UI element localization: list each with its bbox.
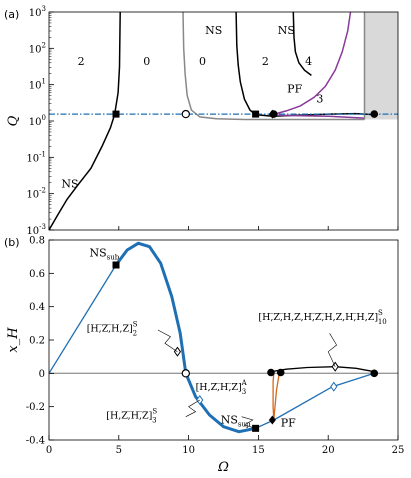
series-b-6 — [272, 373, 275, 421]
branch-label: [H,Z,̅H,̅Z]A 3 — [196, 379, 248, 396]
marker-a-circle — [370, 110, 379, 118]
marker-b-square — [252, 424, 260, 432]
y-tick-label-b: 0.4 — [29, 302, 45, 313]
region-count: 2 — [262, 55, 269, 68]
y-tick-label-b: -0.4 — [26, 436, 45, 447]
annotation-ns-sup: NSsup — [221, 413, 251, 428]
y-tick-label-a: 10-1 — [26, 150, 46, 164]
y-tick-label-a: 10-3 — [26, 223, 46, 237]
region-count: 3 — [316, 93, 323, 106]
axes-box-b — [48, 239, 399, 441]
annotation-ns: NS — [205, 24, 222, 37]
annotation-ns: NS — [61, 177, 78, 190]
panel-label-b: (b) — [4, 236, 20, 249]
marker-b-circle — [370, 369, 379, 378]
marker-b-circle — [267, 368, 275, 377]
y-tick-label-a: 103 — [29, 5, 46, 19]
x-tick-label-b: 25 — [392, 445, 405, 456]
leader-line — [241, 416, 256, 429]
y-tick-label-a: 102 — [29, 41, 46, 55]
marker-b-open-diamond — [330, 381, 338, 392]
y-tick-label-b: -0.2 — [26, 402, 45, 413]
marker-a-square — [252, 110, 260, 118]
panel-b: -0.4 -0.2 0 0.2 0.4 0.6 0.8 0 5 10 15 20 25 NSsub NSsu… — [4, 236, 404, 476]
annotation-ns-sub: NSsub — [89, 247, 119, 262]
marker-b-open-circle — [181, 369, 191, 378]
region-count: 4 — [305, 55, 312, 68]
annotation-ns: NS — [278, 24, 295, 37]
series-b-2 — [184, 372, 256, 434]
shaded-region — [364, 12, 398, 120]
y-tick-label-b: 0.2 — [29, 336, 45, 347]
y-tick-label-a: 100 — [29, 114, 46, 128]
series-b-3 — [255, 372, 375, 429]
leader-line — [327, 333, 337, 367]
marker-a-square — [112, 110, 120, 118]
series-a-4 — [272, 11, 352, 116]
series-a-5 — [272, 114, 365, 119]
panel-label-a: (a) — [4, 8, 19, 21]
x-tick-label-b: 10 — [182, 445, 195, 456]
annotation-pf: PF — [281, 417, 296, 430]
y-tick-label-b: 0.6 — [29, 269, 45, 280]
y-axis-label-a: Q — [6, 115, 21, 126]
marker-b-open-diamond — [173, 346, 182, 357]
marker-a-diamond — [268, 109, 276, 119]
x-tick-label-b: 20 — [322, 445, 335, 456]
series-b-1 — [114, 241, 188, 374]
y-tick-label-b: 0 — [39, 369, 45, 380]
x-axis-label-b: Ω — [217, 460, 229, 475]
marker-b-circle — [276, 368, 285, 377]
region-count: 0 — [143, 55, 150, 68]
leader-line — [157, 329, 178, 352]
region-count: 2 — [78, 55, 85, 68]
x-tick-label-b: 0 — [46, 445, 52, 456]
series-b-0 — [48, 264, 117, 374]
x-tick-label-b: 5 — [116, 445, 122, 456]
annotation-pf: PF — [287, 83, 302, 96]
marker-a-open-circle — [181, 109, 191, 119]
series-a-0 — [48, 11, 121, 231]
y-axis-label-b: x_H — [6, 327, 21, 353]
series-a-3 — [292, 11, 312, 76]
axes-box-a — [48, 11, 399, 231]
branch-label: [H,̅Z,̅H,Z,H,̅Z,̅H,Z,H,̅H,Z]S 10 — [258, 309, 386, 326]
y-tick-label-b: 0.8 — [29, 236, 45, 247]
marker-b-square — [112, 261, 120, 269]
region-count: 0 — [199, 55, 206, 68]
y-tick-label-a: 10-2 — [26, 187, 46, 201]
marker-b-diamond — [268, 415, 276, 425]
series-b-5 — [270, 366, 375, 373]
x-tick-label-b: 15 — [252, 445, 265, 456]
series-a-1 — [182, 11, 365, 121]
branch-label: [H,Z,̅H,̅Z]S 3 — [106, 407, 157, 424]
series-b-7 — [273, 373, 280, 421]
y-tick-label-a: 101 — [29, 78, 46, 92]
leader-line — [185, 399, 200, 417]
branch-label: [H,̅Z,̅H,Z]S 2 — [87, 321, 138, 338]
panel-a: 10-3 10-2 10-1 100 101 102 103 2 0 0 2 4 3 NS NS NS PF (a… — [4, 5, 399, 237]
